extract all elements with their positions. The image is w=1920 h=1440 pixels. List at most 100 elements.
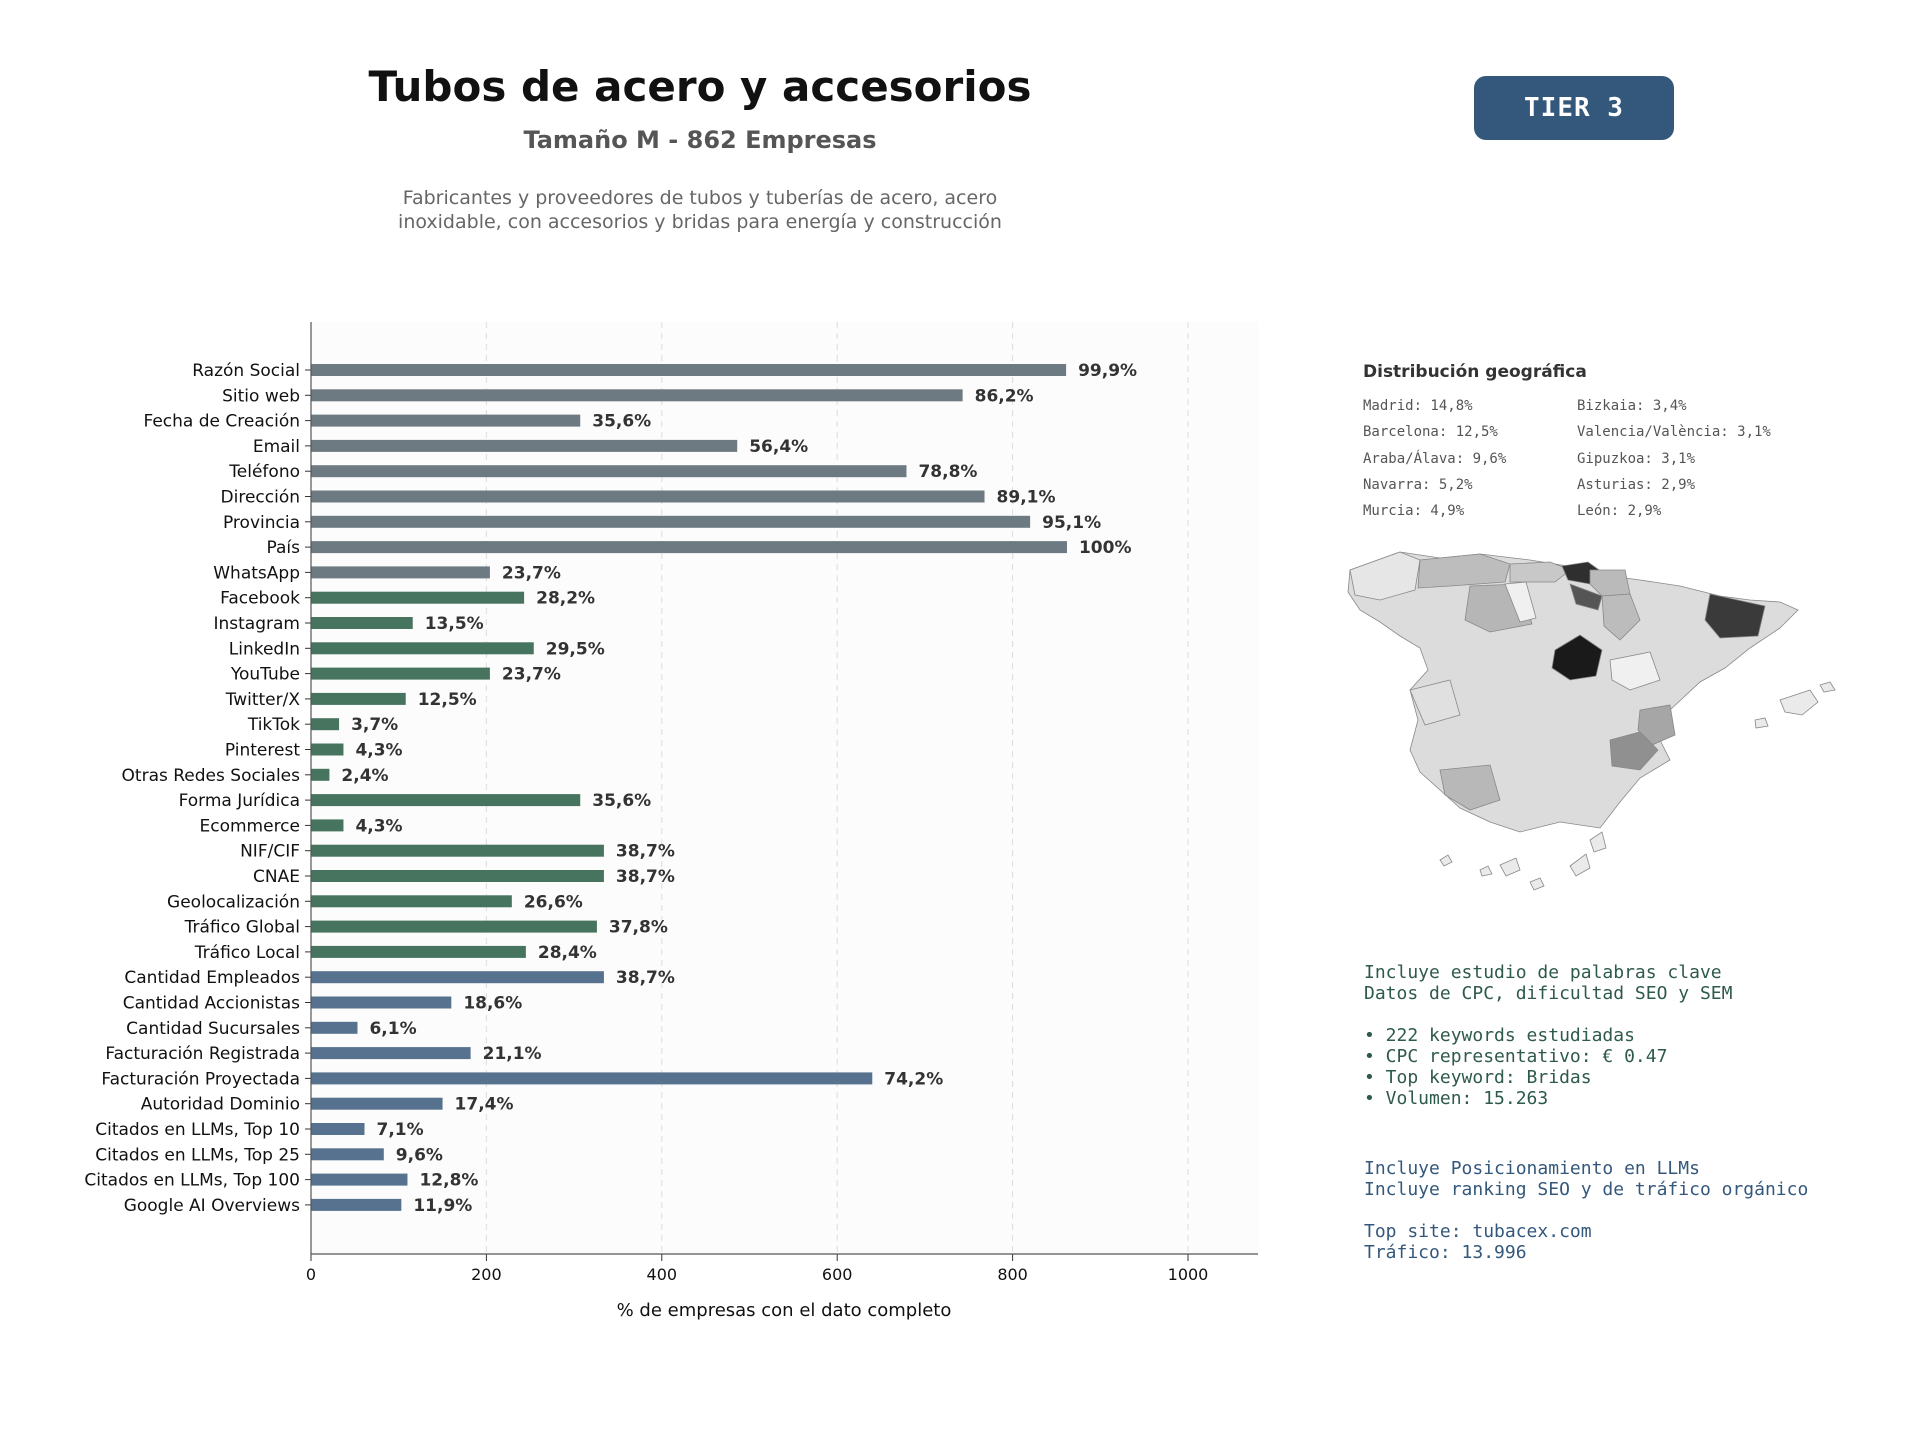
info-line: • Volumen: 15.263: [1364, 1088, 1549, 1109]
category-label: Cantidad Accionistas: [123, 994, 300, 1014]
data-label: 13,5%: [425, 614, 484, 634]
category-label: Tráfico Local: [194, 943, 300, 963]
bar: [311, 718, 340, 731]
bar: [311, 1021, 358, 1034]
info-line: Incluye estudio de palabras clave: [1364, 962, 1722, 983]
page-description: Fabricantes y proveedores de tubos y tub…: [300, 186, 1100, 234]
category-label: Autoridad Dominio: [141, 1095, 300, 1115]
geo-item: Bizkaia: 3,4%: [1577, 398, 1687, 414]
data-label: 35,6%: [592, 412, 651, 432]
bar: [311, 414, 581, 427]
map-region: [1637, 704, 1676, 746]
category-label: País: [267, 538, 301, 558]
category-label: Ecommerce: [200, 816, 301, 836]
data-label: 3,7%: [351, 715, 398, 735]
data-label: 6,1%: [369, 1019, 416, 1039]
bar: [311, 743, 344, 756]
map-region: [1609, 651, 1661, 691]
data-label: 28,4%: [538, 943, 597, 963]
llm-info: Incluye Posicionamiento en LLMs Incluye …: [1364, 1158, 1808, 1263]
geo-item: Gipuzkoa: 3,1%: [1577, 451, 1696, 467]
geo-item: León: 2,9%: [1577, 503, 1662, 519]
category-label: Sitio web: [222, 386, 300, 406]
x-tick-label: 200: [471, 1265, 502, 1284]
geo-item: Valencia/València: 3,1%: [1577, 424, 1771, 440]
category-label: TikTok: [247, 715, 300, 735]
data-label: 7,1%: [376, 1120, 423, 1140]
bar: [311, 591, 525, 604]
geo-title: Distribución geográfica: [1363, 362, 1587, 382]
data-label: 17,4%: [455, 1095, 514, 1115]
map-region: [1601, 593, 1641, 641]
data-label: 29,5%: [546, 639, 605, 659]
data-label: 86,2%: [975, 386, 1034, 406]
category-label: Teléfono: [228, 462, 300, 482]
map-region: [1704, 593, 1766, 639]
geo-item: Barcelona: 12,5%: [1363, 424, 1498, 440]
bar: [311, 1123, 365, 1135]
bar: [311, 1047, 471, 1060]
bar: [311, 465, 907, 478]
category-label: Razón Social: [192, 361, 300, 381]
bar: [311, 1198, 402, 1211]
bar: [311, 996, 452, 1009]
data-label: 99,9%: [1078, 361, 1137, 381]
category-label: Google AI Overviews: [124, 1196, 300, 1216]
category-label: Facturación Registrada: [105, 1044, 300, 1064]
bar: [311, 1072, 873, 1085]
map-region: [1569, 583, 1603, 611]
map-region: [1504, 581, 1537, 623]
map-region: [1589, 831, 1607, 853]
map-region: [1819, 681, 1836, 693]
geo-item: Asturias: 2,9%: [1577, 477, 1696, 493]
map-region: [1439, 854, 1453, 867]
bar: [311, 920, 597, 933]
bar: [311, 566, 490, 579]
x-axis-label: % de empresas con el dato completo: [617, 1300, 952, 1321]
map-region: [1609, 731, 1659, 771]
category-label: Fecha de Creación: [143, 412, 300, 432]
page-subtitle: Tamaño M - 862 Empresas: [523, 126, 877, 154]
bar: [311, 768, 330, 781]
category-label: Tráfico Global: [184, 918, 300, 938]
data-label: 9,6%: [396, 1145, 443, 1165]
data-label: 28,2%: [536, 589, 595, 609]
category-label: Facebook: [220, 589, 300, 609]
bar: [311, 692, 406, 705]
map-region: [1479, 865, 1493, 877]
map-region: [1409, 679, 1461, 726]
description-line: inoxidable, con accesorios y bridas para…: [398, 211, 1002, 233]
data-label: 35,6%: [592, 791, 651, 811]
map-region: [1569, 853, 1591, 877]
data-label: 21,1%: [483, 1044, 542, 1064]
spain-map: [1347, 551, 1836, 891]
bar: [311, 439, 738, 452]
bar: [311, 515, 1031, 528]
data-label: 38,7%: [616, 867, 675, 887]
data-label: 37,8%: [609, 918, 668, 938]
bar: [311, 490, 985, 503]
bar-chart: 0 200 400 600 800 1000 Razón Social 99,9% Sitio …: [84, 322, 1258, 1321]
data-label: 11,9%: [413, 1196, 472, 1216]
data-label: 38,7%: [616, 968, 675, 988]
data-label: 18,6%: [463, 994, 522, 1014]
data-label: 23,7%: [502, 563, 561, 583]
geo-item: Navarra: 5,2%: [1363, 477, 1473, 493]
data-label: 12,8%: [419, 1171, 478, 1191]
bar: [311, 945, 526, 958]
data-label: 4,3%: [355, 741, 402, 761]
data-label: 4,3%: [355, 816, 402, 836]
data-label: 23,7%: [502, 665, 561, 685]
map-region: [1509, 561, 1571, 583]
data-label: 89,1%: [997, 488, 1056, 508]
category-label: Facturación Proyectada: [101, 1069, 300, 1089]
data-label: 2,4%: [341, 766, 388, 786]
category-label: YouTube: [230, 665, 300, 685]
data-label: 26,6%: [524, 892, 583, 912]
data-label: 56,4%: [749, 437, 808, 457]
x-tick-label: 1000: [1168, 1265, 1209, 1284]
category-label: Provincia: [223, 513, 300, 533]
bar: [311, 541, 1067, 554]
x-tick-label: 800: [997, 1265, 1028, 1284]
x-tick-label: 0: [306, 1265, 316, 1284]
